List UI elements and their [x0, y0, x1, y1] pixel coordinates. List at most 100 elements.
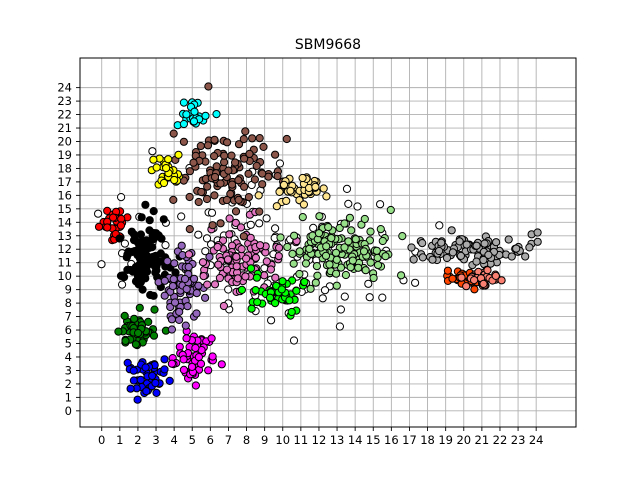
x-tick-label: 3: [152, 433, 159, 447]
data-point: [245, 149, 254, 158]
data-point: [244, 169, 253, 178]
data-point: [320, 286, 330, 295]
data-point: [197, 187, 206, 197]
data-point: [169, 195, 178, 204]
data-point: [190, 274, 199, 283]
data-point: [376, 225, 385, 234]
data-point: [295, 247, 304, 256]
data-point: [324, 223, 333, 232]
data-point: [252, 161, 261, 170]
data-point: [159, 178, 169, 188]
data-point: [435, 246, 444, 256]
data-point: [234, 140, 244, 149]
data-point: [340, 243, 349, 252]
data-point: [246, 220, 255, 229]
y-tick-label: 23: [57, 94, 72, 108]
y-tick-label: 24: [57, 81, 72, 95]
data-point: [94, 209, 103, 218]
data-point: [279, 180, 289, 189]
data-point: [194, 353, 203, 362]
data-point: [202, 194, 212, 204]
data-point: [398, 232, 407, 241]
data-point: [141, 246, 150, 255]
data-point: [222, 195, 231, 205]
data-point: [130, 314, 139, 323]
data-point: [289, 336, 299, 345]
y-tick-label: 9: [65, 283, 72, 297]
data-point: [220, 151, 229, 160]
data-point: [204, 82, 213, 91]
data-point: [234, 195, 243, 204]
data-point: [305, 244, 314, 253]
y-tick-label: 14: [57, 215, 72, 229]
data-point: [163, 257, 172, 266]
data-point: [161, 241, 170, 250]
data-point: [262, 257, 271, 266]
y-tick-label: 15: [57, 202, 72, 216]
data-point: [253, 298, 262, 307]
data-point: [290, 231, 299, 240]
data-point: [340, 292, 349, 301]
data-point: [170, 175, 179, 185]
data-point: [397, 271, 406, 280]
data-point: [207, 334, 216, 343]
data-point: [174, 150, 183, 159]
data-point: [483, 266, 492, 275]
data-point: [312, 262, 321, 271]
data-point: [208, 352, 217, 361]
data-point: [131, 248, 140, 257]
data-point: [472, 257, 481, 266]
y-tick-label: 19: [57, 148, 72, 162]
data-point: [479, 255, 488, 265]
data-point: [237, 245, 246, 254]
data-point: [142, 387, 151, 396]
data-point: [151, 378, 160, 388]
data-point: [149, 155, 158, 164]
y-tick-label: 13: [57, 229, 72, 243]
y-tick-label: 8: [65, 296, 72, 310]
data-point: [233, 274, 242, 283]
data-point: [148, 147, 157, 156]
data-point: [141, 200, 150, 209]
data-point: [152, 388, 161, 397]
data-point: [114, 327, 123, 336]
data-point: [97, 260, 106, 269]
x-tick-label: 12: [312, 433, 327, 447]
data-point: [160, 365, 169, 374]
data-point: [341, 270, 350, 280]
data-point: [411, 278, 420, 287]
data-point: [170, 298, 180, 307]
data-point: [240, 154, 249, 163]
data-point: [448, 248, 457, 257]
data-point: [187, 362, 197, 371]
data-point: [409, 255, 418, 264]
data-point: [512, 244, 521, 253]
data-point: [149, 207, 158, 216]
x-tick-label: 13: [330, 433, 345, 447]
data-point: [203, 182, 212, 191]
data-point: [258, 180, 267, 189]
data-point: [331, 248, 341, 257]
data-point: [386, 205, 395, 215]
data-point: [345, 213, 354, 222]
data-point: [272, 202, 281, 211]
data-point: [219, 301, 228, 311]
data-point: [351, 235, 360, 244]
data-point: [117, 193, 126, 202]
data-point: [225, 230, 234, 239]
data-point: [103, 206, 112, 215]
data-point: [340, 219, 349, 228]
data-point: [170, 259, 179, 268]
data-point: [179, 119, 188, 129]
data-point: [185, 225, 194, 234]
data-point: [480, 239, 489, 248]
data-point: [120, 311, 129, 320]
data-point: [525, 243, 534, 252]
data-point: [179, 137, 188, 146]
data-point: [321, 251, 331, 260]
data-point: [131, 340, 140, 349]
x-tick-label: 0: [98, 433, 105, 447]
y-tick-label: 22: [57, 108, 72, 122]
y-tick-label: 20: [57, 134, 72, 148]
data-point: [216, 219, 225, 228]
